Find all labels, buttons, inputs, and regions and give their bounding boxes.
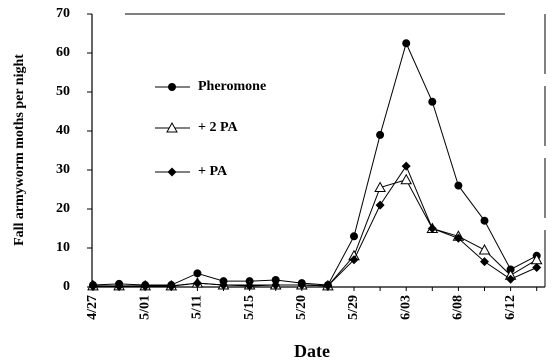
x-axis-title: Date [294, 341, 330, 361]
y-tick-label: 10 [56, 240, 70, 255]
x-tick-label: 5/20 [294, 295, 309, 320]
y-tick-label: 50 [56, 84, 70, 99]
point [168, 83, 176, 91]
series-line [92, 41, 537, 286]
point [192, 278, 202, 288]
point [349, 255, 359, 265]
x-tick-label: 5/11 [190, 295, 205, 319]
x-tick-label: 5/01 [137, 295, 152, 320]
series-line [93, 165, 537, 287]
point [478, 243, 491, 255]
legend-label: Pheromone [198, 79, 266, 94]
point [400, 173, 413, 185]
y-axis-title: Fall armyworm moths per night [12, 54, 27, 246]
point [427, 224, 437, 233]
point [193, 269, 202, 278]
point [428, 97, 437, 106]
point [374, 181, 386, 193]
point [140, 281, 150, 291]
point [454, 181, 463, 190]
point [401, 161, 411, 171]
x-tick-label: 6/08 [451, 295, 466, 320]
point [453, 233, 463, 243]
point [166, 121, 178, 133]
point [297, 280, 307, 290]
point [219, 280, 228, 290]
y-tick-label: 40 [56, 123, 70, 138]
x-tick-label: 4/27 [85, 295, 100, 320]
legend-label: + 2 PA [198, 120, 238, 135]
point [480, 257, 489, 267]
legend-label: + PA [198, 164, 228, 179]
point [375, 200, 385, 210]
point [506, 274, 516, 284]
x-tick-label: 5/15 [242, 295, 257, 320]
point [245, 281, 255, 291]
point [323, 281, 333, 291]
y-tick-label: 60 [56, 45, 70, 60]
x-tick-label: 5/29 [346, 295, 361, 320]
point [114, 281, 124, 291]
point [480, 216, 489, 225]
y-tick-label: 30 [56, 162, 70, 177]
x-tick-label: 6/12 [503, 295, 518, 320]
y-tick-label: 20 [56, 201, 70, 216]
y-tick-label: 0 [63, 279, 70, 294]
series-line [93, 179, 537, 287]
x-tick-label: 6/03 [398, 295, 413, 320]
point [532, 263, 542, 272]
point [402, 39, 411, 48]
point [271, 280, 281, 290]
y-tick-label: 70 [56, 6, 70, 21]
point [350, 232, 358, 241]
point [88, 281, 98, 291]
point [376, 130, 385, 139]
point [166, 281, 176, 291]
point [167, 167, 177, 177]
